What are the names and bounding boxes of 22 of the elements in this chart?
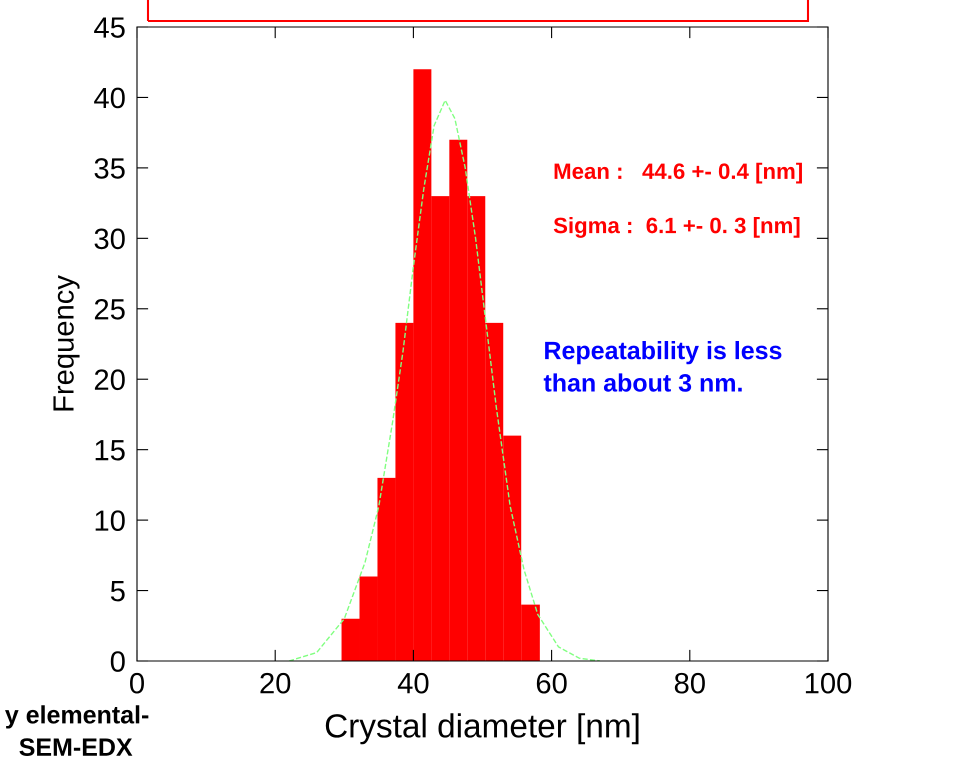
annotation: Repeatability is less than about 3 nm. [544, 341, 782, 392]
annotation: Mean : 44.6 +- 0.4 [nm] [554, 162, 802, 184]
y-axis-title: Frequency [53, 275, 80, 410]
y-tick-label: 25 [94, 298, 125, 320]
annotation: Sigma : 6.1 +- 0. 3 [nm] [554, 217, 800, 238]
y-tick-label: 15 [96, 440, 125, 461]
x-axis-title: Crystal diameter [nm] [326, 713, 639, 744]
x-tick-label: 100 [806, 672, 852, 694]
y-tick-label: 0 [110, 651, 125, 672]
y-tick-label: 10 [96, 510, 125, 531]
y-tick-label: 40 [94, 88, 125, 108]
y-tick-label: 5 [110, 581, 125, 602]
x-tick-label: 60 [536, 672, 567, 694]
y-tick-label: 20 [94, 369, 125, 390]
x-tick-label: 40 [398, 672, 428, 694]
x-tick-label: 20 [260, 672, 290, 694]
y-tick-label: 30 [94, 228, 125, 250]
x-tick-label: 80 [674, 672, 705, 694]
y-tick-label: 45 [94, 18, 125, 38]
y-tick-label: 35 [94, 158, 125, 179]
x-tick-label: 0 [130, 672, 144, 694]
text: y elemental- SEM-EDX [5, 705, 148, 756]
